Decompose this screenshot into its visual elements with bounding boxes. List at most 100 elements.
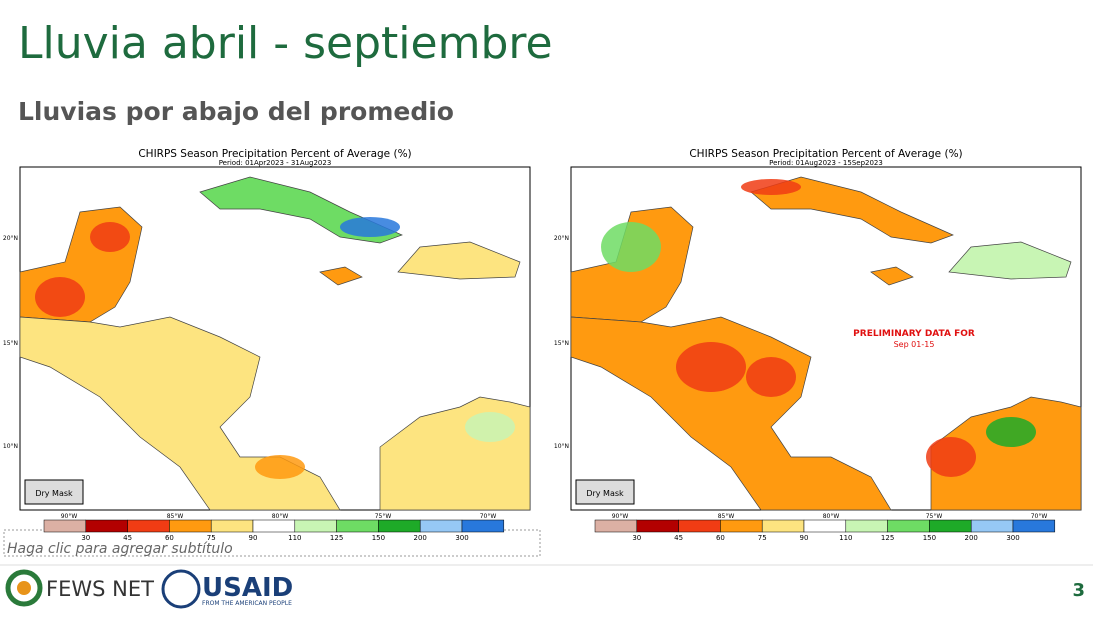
legend-tick: 125 — [330, 534, 343, 542]
lat-label: 10°N — [554, 443, 569, 450]
mask-box — [575, 479, 635, 505]
map-panel: Dry Mask — [570, 166, 1082, 511]
land — [870, 266, 914, 286]
legend-swatch — [43, 519, 87, 533]
fews-logo-center — [17, 581, 31, 595]
lon-label: 85°W — [167, 513, 184, 520]
legend-tick: 200 — [965, 534, 978, 542]
legend-swatch — [378, 519, 421, 533]
anomaly — [465, 412, 515, 442]
anomaly — [340, 217, 400, 237]
lon-label: 70°W — [480, 513, 497, 520]
lon-label: 80°W — [823, 513, 840, 520]
legend-tick: 200 — [414, 534, 427, 542]
annotation: PRELIMINARY DATA FOR — [853, 329, 975, 339]
placeholder[interactable]: Haga clic para agregar subtítulo — [7, 541, 233, 557]
legend-tick: 125 — [881, 534, 894, 542]
legend-tick: 110 — [288, 534, 301, 542]
land — [750, 176, 954, 244]
anomaly — [255, 455, 305, 479]
usaid-tagline: FROM THE AMERICAN PEOPLE — [202, 600, 292, 607]
legend-swatch — [252, 519, 296, 533]
slide-subtitle[interactable]: Lluvias por abajo del promedio — [18, 97, 454, 126]
fews-logo — [5, 569, 43, 607]
anomaly — [35, 277, 85, 317]
anomaly — [986, 417, 1036, 447]
legend-swatch — [419, 519, 463, 533]
legend-tick: 150 — [923, 534, 936, 542]
legend-swatch — [461, 519, 505, 533]
legend-swatch — [127, 519, 170, 533]
legend-swatch — [336, 519, 379, 533]
legend-tick: 45 — [674, 534, 683, 542]
lat-label: 20°N — [554, 235, 569, 242]
legend-swatch — [720, 519, 763, 533]
legend-tick: 75 — [207, 534, 216, 542]
land — [397, 241, 521, 280]
lon-label: 85°W — [718, 513, 735, 520]
lon-label: 90°W — [612, 513, 629, 520]
anomaly — [926, 437, 976, 477]
land — [319, 266, 363, 286]
legend-swatch — [169, 519, 212, 533]
map-period: Period: 01Apr2023 - 31Aug2023 — [219, 159, 332, 167]
lat-label: 15°N — [3, 340, 18, 347]
mask-label: Dry Mask — [35, 489, 73, 498]
legend-tick: 45 — [123, 534, 132, 542]
legend-tick: 300 — [1006, 534, 1019, 542]
legend-tick: 30 — [632, 534, 641, 542]
legend-swatch — [970, 519, 1014, 533]
slide-title[interactable]: Lluvia abril - septiembre — [18, 18, 553, 69]
legend-swatch — [636, 519, 679, 533]
usaid-seal — [161, 569, 201, 609]
land — [930, 396, 1082, 511]
legend-tick: 300 — [455, 534, 468, 542]
lat-label: 15°N — [554, 340, 569, 347]
mask-label: Dry Mask — [586, 489, 624, 498]
lat-label: 20°N — [3, 235, 18, 242]
legend-tick: 60 — [165, 534, 174, 542]
legend-swatch — [929, 519, 972, 533]
legend-tick: 110 — [839, 534, 852, 542]
legend-swatch — [210, 519, 254, 533]
land — [948, 241, 1072, 280]
usaid-text: USAID — [202, 573, 293, 603]
legend-tick: 75 — [758, 534, 767, 542]
anomaly — [90, 222, 130, 252]
legend-swatch — [887, 519, 930, 533]
map-title: CHIRPS Season Precipitation Percent of A… — [689, 148, 962, 160]
land — [570, 316, 892, 511]
legend-swatch — [1012, 519, 1056, 533]
fews-text: FEWS NET — [46, 577, 154, 601]
legend-tick: 60 — [716, 534, 725, 542]
anomaly — [746, 357, 796, 397]
lon-label: 80°W — [272, 513, 289, 520]
legend-swatch — [85, 519, 128, 533]
page-number: 3 — [1072, 580, 1085, 601]
map-period: Period: 01Aug2023 - 15Sep2023 — [769, 159, 883, 167]
map-panel: Dry Mask — [19, 166, 531, 511]
legend-swatch — [845, 519, 888, 533]
legend-tick: 30 — [81, 534, 90, 542]
legend-swatch — [761, 519, 805, 533]
legend-tick: 150 — [372, 534, 385, 542]
legend-tick: 90 — [800, 534, 809, 542]
legend-swatch — [294, 519, 337, 533]
mask-box — [24, 479, 84, 505]
legend-swatch — [803, 519, 847, 533]
anomaly — [741, 179, 801, 195]
lon-label: 70°W — [1031, 513, 1048, 520]
legend-swatch — [678, 519, 721, 533]
annotation-sub: Sep 01-15 — [894, 340, 935, 349]
legend-tick: 90 — [249, 534, 258, 542]
lon-label: 75°W — [375, 513, 392, 520]
lon-label: 75°W — [926, 513, 943, 520]
map-title: CHIRPS Season Precipitation Percent of A… — [138, 148, 411, 160]
anomaly — [676, 342, 746, 392]
legend-swatch — [594, 519, 638, 533]
anomaly — [601, 222, 661, 272]
lat-label: 10°N — [3, 443, 18, 450]
lon-label: 90°W — [61, 513, 78, 520]
